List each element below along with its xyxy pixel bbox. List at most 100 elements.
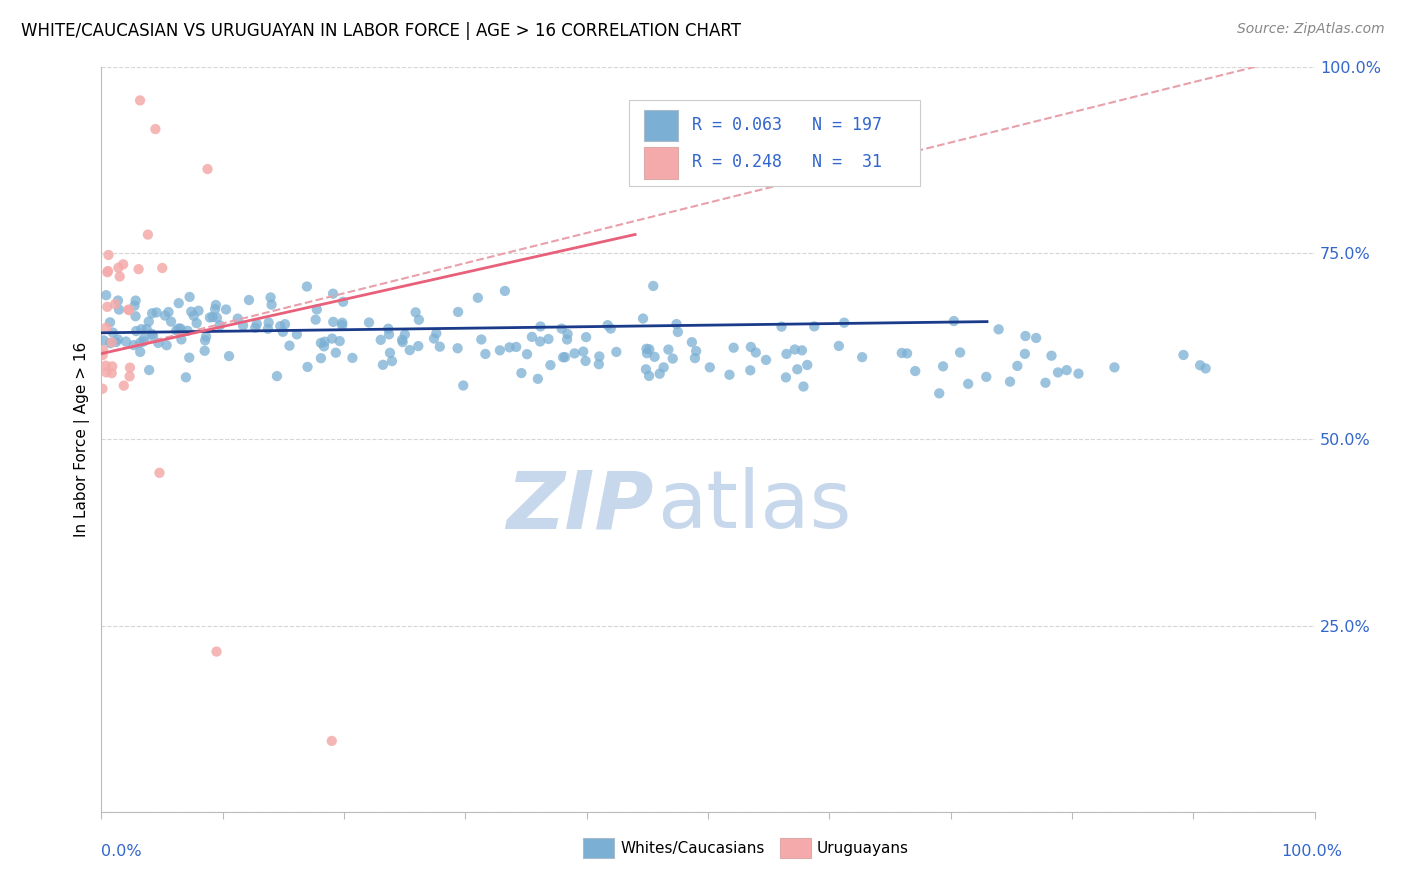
Point (775, 347, 797, 361)
Point (564, 346, 586, 360)
Point (91, 343, 114, 357)
Text: Uruguayans: Uruguayans (817, 841, 908, 855)
Point (792, 379, 814, 393)
Point (91, 348, 114, 362)
Text: atlas: atlas (657, 467, 852, 545)
Point (232, 318, 254, 333)
Point (170, 333, 193, 347)
Point (197, 162, 219, 177)
Point (274, 317, 297, 331)
Point (148, 335, 170, 350)
Point (636, 346, 658, 360)
Point (890, 346, 912, 360)
Point (332, 294, 354, 309)
Point (105, 334, 128, 349)
Point (97, 248, 120, 262)
Point (91, 382, 114, 396)
Point (1014, 329, 1036, 343)
Point (257, 316, 280, 330)
Point (198, 310, 221, 325)
Point (505, 340, 527, 354)
Point (218, 349, 240, 363)
Point (851, 350, 873, 364)
Point (176, 324, 198, 338)
Point (371, 358, 394, 372)
Point (187, 303, 209, 318)
Point (575, 330, 598, 344)
Point (557, 326, 579, 341)
Point (108, 302, 131, 317)
Point (987, 322, 1010, 336)
Point (96, 320, 118, 334)
Point (755, 352, 778, 367)
Point (529, 319, 551, 334)
Point (314, 334, 336, 349)
Point (278, 338, 301, 352)
Point (408, 339, 430, 353)
Point (201, 310, 224, 324)
Point (631, 311, 654, 326)
Point (783, 343, 806, 357)
Point (128, 262, 150, 277)
Point (474, 347, 496, 361)
Point (555, 333, 578, 347)
Point (974, 369, 997, 384)
Point (1014, 347, 1036, 361)
Point (322, 286, 344, 301)
Point (145, 305, 167, 319)
Point (309, 351, 332, 366)
Point (285, 327, 308, 342)
Point (638, 343, 661, 357)
Point (574, 354, 596, 368)
Point (928, 386, 950, 401)
Point (828, 339, 851, 353)
Point (1173, 348, 1195, 362)
Point (96, 300, 118, 314)
Point (179, 290, 201, 304)
Point (588, 357, 610, 371)
Point (998, 375, 1021, 389)
Point (117, 302, 139, 317)
Point (305, 302, 328, 317)
Point (138, 363, 160, 377)
Point (246, 317, 269, 331)
Point (644, 350, 666, 364)
Point (104, 297, 127, 311)
Point (98, 315, 121, 329)
Point (745, 345, 768, 359)
Text: 100.0%: 100.0% (1282, 845, 1343, 859)
Text: R = 0.063   N = 197: R = 0.063 N = 197 (692, 116, 882, 134)
Point (271, 325, 294, 339)
Point (520, 330, 543, 344)
Point (183, 309, 205, 323)
Point (398, 343, 420, 358)
Point (96, 265, 118, 279)
Point (93, 334, 115, 348)
Point (312, 339, 335, 353)
Point (489, 343, 512, 358)
Point (529, 334, 551, 349)
Bar (644, 147, 678, 178)
Point (115, 334, 138, 349)
Point (148, 466, 170, 480)
Bar (644, 110, 678, 142)
Point (786, 362, 808, 376)
Point (194, 343, 217, 358)
Point (138, 315, 160, 329)
Point (204, 302, 226, 317)
Point (205, 298, 228, 312)
Point (1007, 359, 1029, 373)
Point (596, 318, 619, 333)
Point (156, 338, 179, 352)
Point (681, 335, 703, 350)
Point (527, 372, 550, 386)
Point (141, 326, 163, 341)
Point (1025, 331, 1047, 345)
Point (330, 318, 353, 333)
Point (770, 319, 793, 334)
Point (516, 347, 538, 361)
Point (665, 317, 688, 331)
Point (638, 368, 661, 383)
Point (136, 227, 159, 242)
Point (125, 324, 148, 338)
